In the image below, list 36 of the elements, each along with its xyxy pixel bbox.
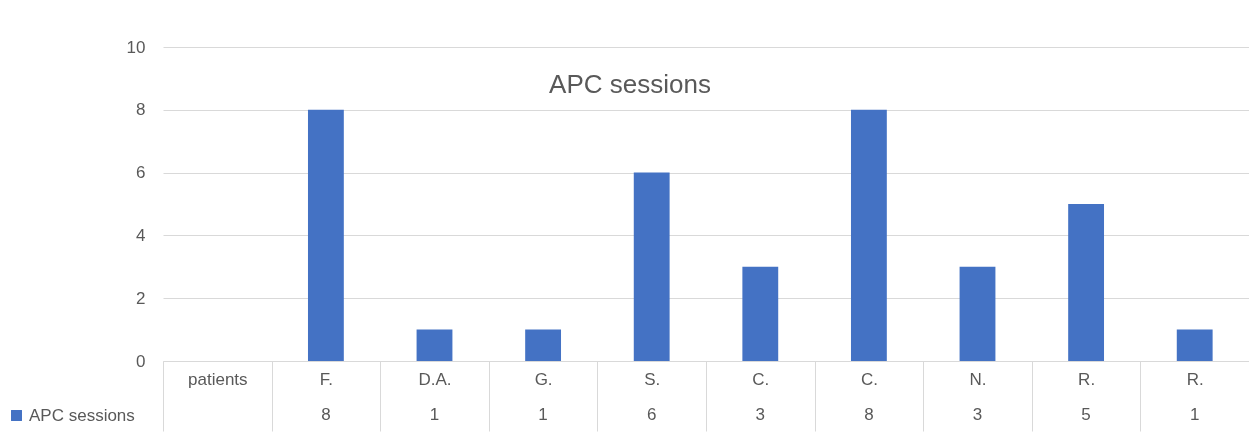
bar	[959, 266, 996, 361]
data-label: 6	[646, 405, 657, 424]
bar	[416, 329, 453, 361]
data-label: 1	[429, 405, 440, 424]
data-label: 1	[1189, 405, 1200, 424]
bar	[1068, 204, 1105, 361]
bar	[633, 172, 670, 361]
y-tick-label: 10	[126, 37, 146, 57]
y-tick-label: 2	[136, 288, 146, 308]
bar	[525, 329, 562, 361]
y-tick-label: 6	[136, 163, 146, 183]
data-label: 3	[972, 405, 983, 424]
y-tick-label: 0	[136, 351, 146, 371]
x-tick-label: C.	[752, 369, 770, 389]
x-tick-label: N.	[969, 369, 987, 389]
x-tick-label: D.A.	[418, 369, 452, 389]
y-tick-label: 8	[136, 100, 146, 120]
bar	[850, 109, 887, 361]
x-tick-label: F.	[319, 369, 334, 389]
x-tick-label: S.	[644, 369, 661, 389]
data-label: 3	[755, 405, 766, 424]
data-label: 8	[864, 405, 874, 424]
y-tick-label: 4	[136, 225, 146, 245]
x-tick-label: R.	[1186, 369, 1204, 389]
legend-label: APC sessions	[29, 405, 135, 425]
bar	[1176, 329, 1213, 361]
x-tick-label: R.	[1078, 369, 1096, 389]
x-tick-label: C.	[860, 369, 878, 389]
bar	[307, 109, 344, 361]
data-label: 8	[321, 405, 331, 424]
bar	[742, 266, 779, 361]
data-label: 1	[538, 405, 548, 424]
x-tick-label: patients	[188, 369, 248, 389]
x-tick-label: G.	[534, 369, 553, 389]
data-label: 5	[1081, 405, 1091, 424]
text: APC sessions	[549, 69, 711, 99]
